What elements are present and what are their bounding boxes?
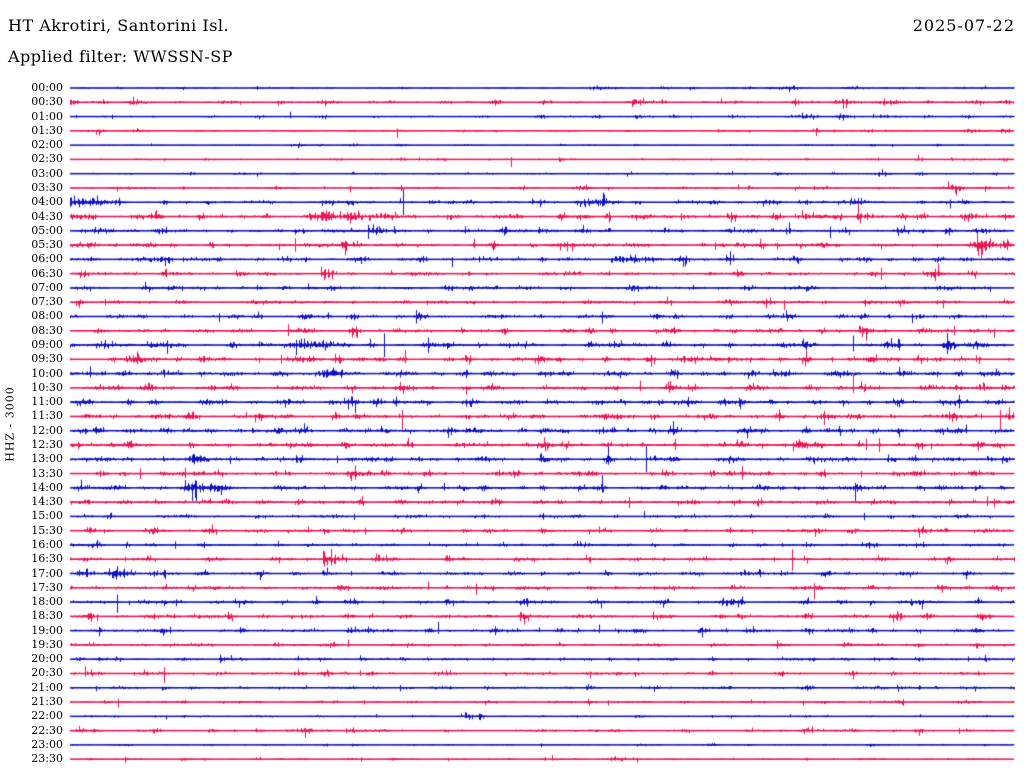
time-label-0830: 08:30 <box>31 323 63 337</box>
time-label-2000: 20:00 <box>31 652 63 666</box>
time-label-1930: 19:30 <box>31 637 63 651</box>
time-label-1600: 16:00 <box>31 537 63 551</box>
time-label-0030: 00:30 <box>31 95 63 109</box>
station-title: HT Akrotiri, Santorini Isl. <box>8 16 230 35</box>
time-label-1700: 17:00 <box>31 566 63 580</box>
time-label-1830: 18:30 <box>31 609 63 623</box>
time-label-0800: 08:00 <box>31 309 63 323</box>
time-label-1330: 13:30 <box>31 466 63 480</box>
time-label-0330: 03:30 <box>31 180 63 194</box>
time-label-1300: 13:00 <box>31 452 63 466</box>
time-label-2230: 22:30 <box>31 723 63 737</box>
time-label-2200: 22:00 <box>31 709 63 723</box>
time-label-0100: 01:00 <box>31 109 63 123</box>
time-label-1030: 10:30 <box>31 380 63 394</box>
time-label-0130: 01:30 <box>31 123 63 137</box>
time-label-0500: 05:00 <box>31 223 63 237</box>
time-label-0600: 06:00 <box>31 252 63 266</box>
time-label-1130: 11:30 <box>31 409 63 423</box>
time-label-0200: 02:00 <box>31 138 63 152</box>
time-label-2300: 23:00 <box>31 737 63 751</box>
time-label-1400: 14:00 <box>31 480 63 494</box>
time-label-0000: 00:00 <box>31 81 63 94</box>
time-label-1530: 15:30 <box>31 523 63 537</box>
time-label-0630: 06:30 <box>31 266 63 280</box>
applied-filter-label: Applied filter: WWSSN-SP <box>8 47 233 66</box>
time-label-1800: 18:00 <box>31 595 63 609</box>
time-label-1730: 17:30 <box>31 580 63 594</box>
time-label-2130: 21:30 <box>31 695 63 709</box>
time-label-0530: 05:30 <box>31 238 63 252</box>
time-label-column: 00:00 00:30 01:00 01:30 02:00 02:30 03:00 03:30… <box>0 0 64 780</box>
time-label-0300: 03:00 <box>31 166 63 180</box>
time-label-0400: 04:00 <box>31 195 63 209</box>
time-label-1200: 12:00 <box>31 423 63 437</box>
time-label-2330: 23:30 <box>31 752 63 766</box>
time-label-2100: 21:00 <box>31 680 63 694</box>
date-label: 2025-07-22 <box>912 16 1015 35</box>
time-label-0230: 02:30 <box>31 152 63 166</box>
time-label-2030: 20:30 <box>31 666 63 680</box>
time-label-1900: 19:00 <box>31 623 63 637</box>
time-label-1100: 11:00 <box>31 395 63 409</box>
time-label-1500: 15:00 <box>31 509 63 523</box>
time-label-1230: 12:30 <box>31 438 63 451</box>
time-label-0430: 04:30 <box>31 209 63 223</box>
time-label-1630: 16:30 <box>31 552 63 566</box>
time-label-0900: 09:00 <box>31 338 63 352</box>
time-label-0700: 07:00 <box>31 280 63 294</box>
time-label-1000: 10:00 <box>31 366 63 380</box>
time-label-0730: 07:30 <box>31 295 63 309</box>
time-label-0930: 09:30 <box>31 352 63 366</box>
time-label-1430: 14:30 <box>31 495 63 509</box>
